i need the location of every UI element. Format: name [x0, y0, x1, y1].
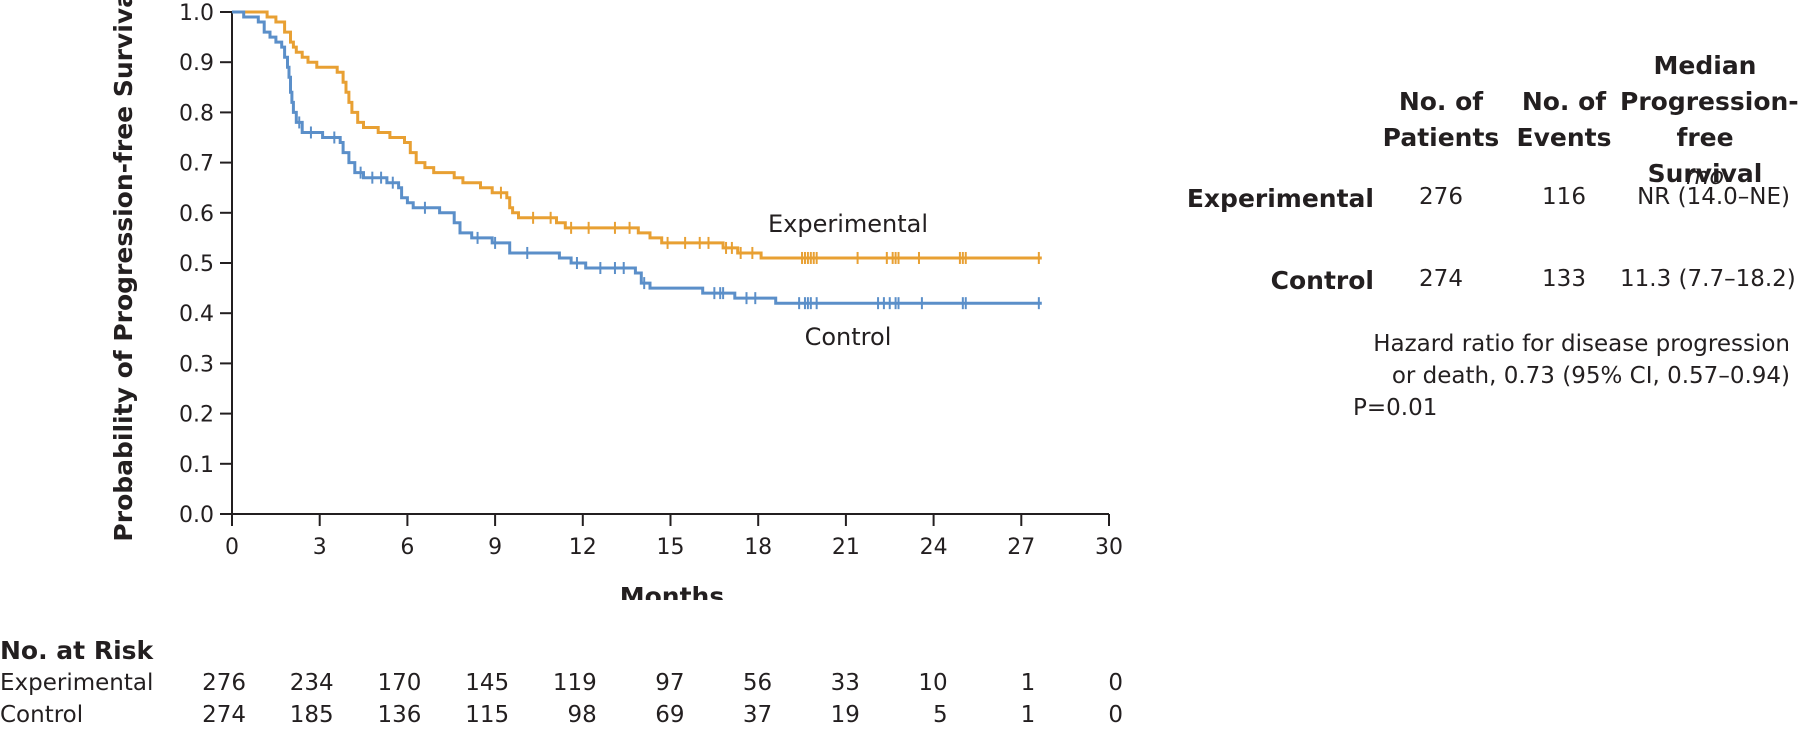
median-units: mo [1685, 162, 1725, 190]
risk-value: 1 [1020, 670, 1036, 696]
y-tick-label: 0.0 [179, 503, 214, 528]
header-median-line1: Median [1653, 51, 1757, 80]
header-patients: No. of Patients [1381, 84, 1501, 156]
series-line-experimental [232, 10, 1042, 260]
summary-table: No. of Patients No. of Events Median Pro… [1180, 44, 1799, 504]
row-label: Control [1270, 266, 1374, 295]
risk-row-name: Control [0, 702, 84, 728]
risk-value: 0 [1108, 670, 1123, 696]
risk-value: 10 [918, 670, 948, 696]
risk-value: 274 [202, 702, 246, 728]
header-patients-line2: Patients [1382, 123, 1500, 152]
hazard-line-2: or death, 0.73 (95% CI, 0.57–0.94) [1391, 363, 1790, 389]
risk-value: 276 [202, 670, 246, 696]
x-axis-title: Months [620, 582, 724, 600]
x-tick-label: 0 [225, 535, 239, 560]
y-tick-label: 1.0 [179, 1, 214, 26]
header-median-line3: free Survival [1647, 123, 1763, 188]
p-value: P=0.01 [1353, 395, 1438, 421]
risk-value: 115 [465, 702, 510, 728]
risk-value: 185 [289, 702, 334, 728]
series-label-experimental: Experimental [768, 210, 928, 238]
risk-table: No. at Risk Experimental 276 234 170 145 119… [0, 636, 1123, 732]
series-line-control [232, 10, 1042, 305]
header-events: No. of Events [1514, 84, 1614, 156]
x-axis: 0 3 6 9 12 15 18 21 24 27 30 [225, 513, 1123, 560]
y-tick-label: 0.6 [179, 202, 214, 227]
series-label-control: Control [805, 323, 892, 351]
risk-value: 5 [932, 702, 948, 728]
risk-value: 145 [465, 670, 510, 696]
x-tick-label: 18 [744, 535, 772, 560]
row-label: Experimental [1186, 184, 1374, 213]
risk-value: 97 [655, 670, 685, 696]
patients-count: 276 [1419, 184, 1463, 210]
y-axis-title: Probability of Progression-free Survival [109, 0, 138, 542]
km-chart: 0.0 0.1 0.2 0.3 0.4 0.5 0.6 0.7 0.8 0.9 1.0 0 3 6 9 12… [109, 0, 1123, 600]
risk-table-title: No. at Risk [0, 636, 154, 665]
header-median-line2: Progression- [1620, 87, 1799, 116]
risk-value: 98 [567, 702, 597, 728]
header-events-line1: No. of [1521, 87, 1607, 116]
median-pfs: 11.3 (7.7–18.2) [1620, 266, 1796, 292]
risk-row-name: Experimental [0, 670, 154, 696]
y-axis: 0.0 0.1 0.2 0.3 0.4 0.5 0.6 0.7 0.8 0.9 1.0 [179, 1, 233, 528]
risk-value: 0 [1108, 702, 1123, 728]
hazard-ratio-note: Hazard ratio for disease progression or … [1353, 328, 1790, 424]
hazard-line-1: Hazard ratio for disease progression [1373, 331, 1790, 357]
median-pfs: NR (14.0–NE) [1637, 184, 1790, 210]
x-tick-label: 27 [1007, 535, 1035, 560]
x-tick-label: 21 [832, 535, 860, 560]
x-tick-label: 9 [488, 535, 502, 560]
x-tick-label: 15 [657, 535, 685, 560]
y-tick-label: 0.9 [179, 51, 214, 76]
x-tick-label: 6 [400, 535, 414, 560]
x-tick-label: 30 [1095, 535, 1123, 560]
risk-value: 69 [655, 702, 685, 728]
events-count: 116 [1542, 184, 1586, 210]
y-tick-label: 0.3 [179, 352, 214, 377]
events-count: 133 [1542, 266, 1586, 292]
risk-value: 37 [742, 702, 773, 728]
risk-value: 1 [1020, 702, 1036, 728]
y-tick-label: 0.4 [179, 302, 214, 327]
x-tick-label: 12 [569, 535, 597, 560]
y-tick-label: 0.1 [179, 453, 214, 478]
header-events-line2: Events [1516, 123, 1612, 152]
risk-row-control: Control 274 185 136 115 98 69 37 19 5 1 0 [0, 702, 1123, 732]
x-tick-label: 24 [920, 535, 948, 560]
risk-value: 119 [552, 670, 597, 696]
risk-value: 136 [377, 702, 422, 728]
survival-curves [232, 10, 1042, 310]
risk-value: 33 [830, 670, 860, 696]
x-tick-label: 3 [313, 535, 327, 560]
risk-value: 19 [830, 702, 860, 728]
header-patients-line1: No. of [1398, 87, 1484, 116]
y-tick-label: 0.8 [179, 101, 214, 126]
y-tick-label: 0.5 [179, 252, 214, 277]
risk-value: 170 [377, 670, 422, 696]
y-tick-label: 0.7 [179, 152, 214, 177]
risk-value: 56 [742, 670, 773, 696]
summary-row: Control 274 133 11.3 (7.7–18.2) [1180, 266, 1796, 302]
header-median: Median Progression- free Survival [1620, 48, 1799, 192]
risk-row-experimental: Experimental 276 234 170 145 119 97 56 33 10 1 0 [0, 670, 1123, 700]
patients-count: 274 [1419, 266, 1463, 292]
y-tick-label: 0.2 [179, 403, 214, 428]
risk-value: 234 [289, 670, 334, 696]
summary-row: Experimental 276 116 NR (14.0–NE) [1180, 184, 1790, 220]
